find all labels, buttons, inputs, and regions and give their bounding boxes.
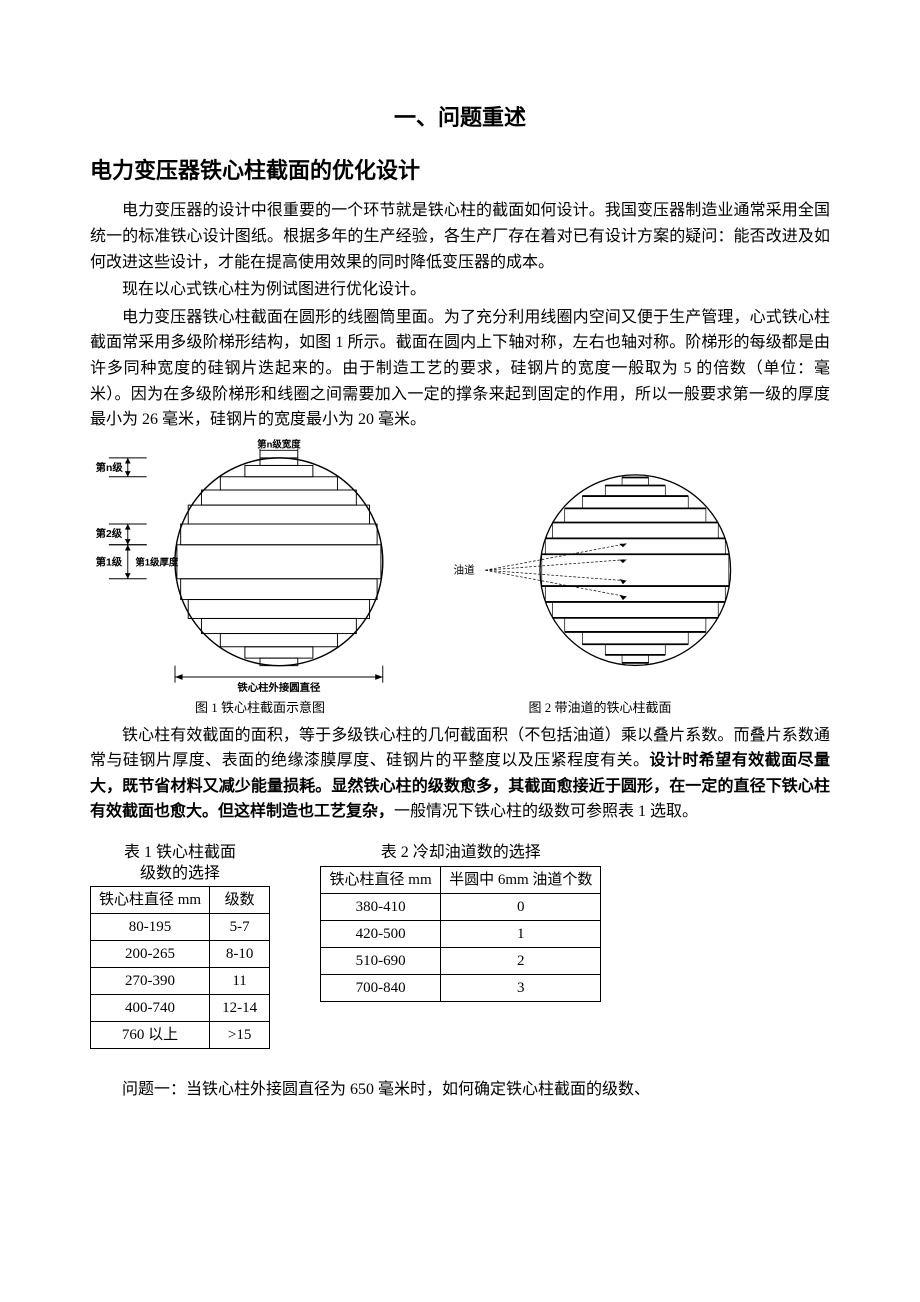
fig1-label-level-1: 第1级 — [96, 555, 123, 568]
fig1-label-level-2: 第2级 — [96, 527, 123, 540]
paragraph-4: 铁心柱有效截面的面积，等于多级铁心柱的几何截面积（不包括油道）乘以叠片系数。而叠… — [90, 723, 830, 825]
fig1-label-level-n: 第n级 — [96, 461, 124, 474]
table-row: 510-6902 — [321, 947, 601, 974]
table-row: 380-4100 — [321, 893, 601, 920]
question-1: 问题一：当铁心柱外接圆直径为 650 毫米时，如何确定铁心柱截面的级数、 — [90, 1077, 830, 1103]
table-1-caption-line1: 表 1 铁心柱截面 — [124, 844, 236, 861]
table-row: 铁心柱直径 mm 级数 — [91, 887, 270, 914]
tables-row: 表 1 铁心柱截面 级数的选择 铁心柱直径 mm 级数 80-1955-7 20… — [90, 843, 830, 1050]
fig1-label-diameter: 铁心柱外接圆直径 — [237, 681, 321, 694]
table-2-caption: 表 2 冷却油道数的选择 — [381, 843, 541, 864]
section-heading: 一、问题重述 — [90, 100, 830, 135]
table-row: 700-8403 — [321, 974, 601, 1001]
paragraph-3: 电力变压器铁心柱截面在圆形的线圈筒里面。为了充分利用线圈内空间又便于生产管理，心… — [90, 305, 830, 433]
table-2: 铁心柱直径 mm 半圆中 6mm 油道个数 380-4100 420-5001 … — [320, 866, 601, 1002]
table-row: 400-74012-14 — [91, 995, 270, 1022]
table-row: 270-39011 — [91, 968, 270, 995]
figure-1-caption: 图 1 铁心柱截面示意图 — [195, 698, 325, 719]
page-subtitle: 电力变压器铁心柱截面的优化设计 — [90, 153, 830, 188]
table-2-h1: 半圆中 6mm 油道个数 — [441, 866, 601, 893]
table-2-block: 表 2 冷却油道数的选择 铁心柱直径 mm 半圆中 6mm 油道个数 380-4… — [320, 843, 601, 1002]
table-row: 铁心柱直径 mm 半圆中 6mm 油道个数 — [321, 866, 601, 893]
figure-2-svg: 油道 — [450, 464, 750, 694]
p4-part2: 一般情况下铁心柱的级数可参照表 1 选取。 — [394, 803, 698, 820]
fig1-label-level-1-thickness: 第1级厚度 — [135, 556, 179, 568]
figure-2: 油道 图 2 带油道的铁心柱截面 — [450, 464, 750, 719]
figure-1: 第n级宽度 第n级 第2级 第1级 第1级厚度 — [90, 439, 430, 719]
table-1-h1: 级数 — [210, 887, 270, 914]
figure-2-caption: 图 2 带油道的铁心柱截面 — [528, 698, 671, 719]
table-1-caption: 表 1 铁心柱截面 级数的选择 — [124, 843, 236, 885]
table-1-h0: 铁心柱直径 mm — [91, 887, 210, 914]
figures-row: 第n级宽度 第n级 第2级 第1级 第1级厚度 — [90, 439, 830, 719]
figure-1-svg: 第n级宽度 第n级 第2级 第1级 第1级厚度 — [90, 439, 430, 694]
table-row: 80-1955-7 — [91, 914, 270, 941]
paragraph-1: 电力变压器的设计中很重要的一个环节就是铁心柱的截面如何设计。我国变压器制造业通常… — [90, 198, 830, 275]
fig2-label-oil: 油道 — [454, 563, 476, 576]
table-1: 铁心柱直径 mm 级数 80-1955-7 200-2658-10 270-39… — [90, 886, 270, 1049]
table-row: 760 以上>15 — [91, 1022, 270, 1049]
fig1-label-top-width: 第n级宽度 — [257, 439, 301, 451]
table-row: 200-2658-10 — [91, 941, 270, 968]
paragraph-2: 现在以心式铁心柱为例试图进行优化设计。 — [90, 277, 830, 303]
table-1-block: 表 1 铁心柱截面 级数的选择 铁心柱直径 mm 级数 80-1955-7 20… — [90, 843, 270, 1050]
table-row: 420-5001 — [321, 920, 601, 947]
table-1-caption-line2: 级数的选择 — [140, 865, 220, 882]
table-2-h0: 铁心柱直径 mm — [321, 866, 441, 893]
